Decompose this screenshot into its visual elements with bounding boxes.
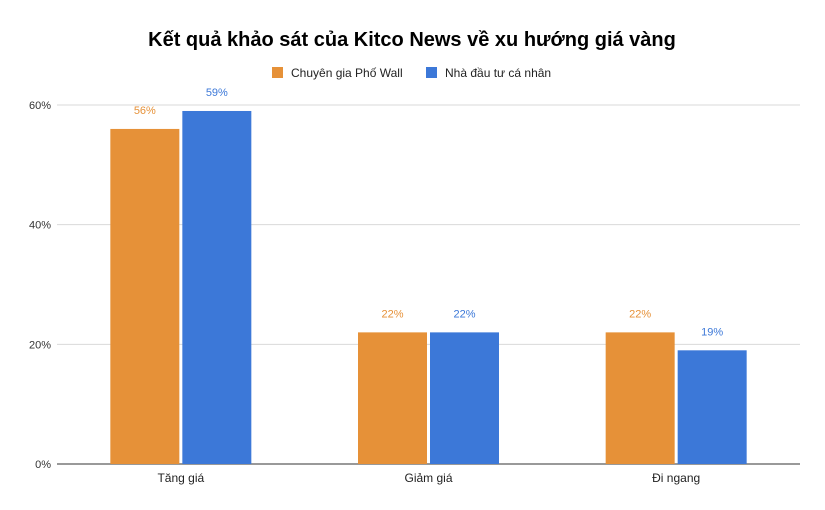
legend-swatch-retail [426, 67, 437, 78]
bar [358, 332, 427, 464]
data-labels: 56% 59% 22% 22% 22% 19% [134, 87, 724, 338]
data-label: 19% [701, 326, 723, 338]
y-tick-label: 0% [35, 459, 51, 471]
bar [430, 332, 499, 464]
legend-label-retail: Nhà đầu tư cá nhân [445, 66, 551, 80]
gridlines [57, 104, 800, 465]
bar [605, 332, 675, 464]
bar [182, 110, 252, 464]
data-label: 22% [629, 308, 651, 320]
data-label: 22% [381, 308, 403, 320]
category-label: Đi ngang [652, 471, 700, 485]
bars [110, 110, 747, 464]
bar [677, 350, 747, 464]
legend-label-expert: Chuyên gia Phố Wall [291, 66, 403, 80]
legend: Chuyên gia Phố Wall Nhà đầu tư cá nhân [272, 66, 551, 80]
category-label: Tăng giá [157, 471, 204, 485]
data-label: 59% [206, 87, 228, 99]
y-tick-label: 40% [29, 220, 51, 232]
y-axis-ticks: 0% 20% 40% 60% [29, 100, 51, 471]
data-label: 56% [134, 105, 156, 117]
legend-swatch-expert [272, 67, 283, 78]
bar [110, 128, 180, 464]
category-label: Giảm giá [404, 471, 452, 485]
x-axis-categories: Tăng giá Giảm giá Đi ngang [157, 471, 700, 485]
y-tick-label: 20% [29, 339, 51, 351]
y-tick-label: 60% [29, 100, 51, 112]
data-label: 22% [453, 308, 475, 320]
chart-title: Kết quả khảo sát của Kitco News về xu hư… [148, 29, 676, 51]
